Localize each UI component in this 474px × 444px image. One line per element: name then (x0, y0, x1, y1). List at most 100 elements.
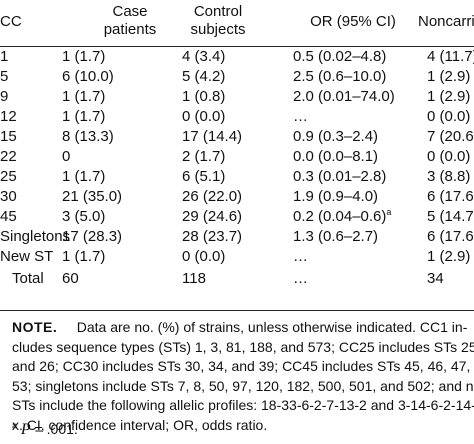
table-row: 15 8 (13.3) 17 (14.4) 0.9 (0.3–2.4) 7 (20.6) (0, 127, 474, 147)
cell-case-patients-text: 6 (10.0) (62, 68, 114, 85)
cell-control-subjects: 0 (0.0) (182, 107, 225, 127)
cell-control-subjects-text: 29 (24.6) (182, 208, 243, 225)
cell-noncarriers-text: 0 (0.0) (427, 148, 471, 165)
cell-control-subjects-text: 4 (3.4) (182, 48, 226, 65)
note-line: x. CI, confidence interval; OR, odds rat… (12, 416, 268, 433)
header-control-line1: Control (193, 3, 243, 20)
header-or: OR (95% CI) (310, 13, 396, 30)
cell-case-patients: 17 (28.3) (62, 227, 122, 247)
table-row: 9 1 (1.7) 1 (0.8) 2.0 (0.01–74.0) 1 (2.9) (0, 87, 474, 107)
cell-cc: 12 (0, 107, 17, 127)
cell-noncarriers: 34 (427, 269, 444, 289)
cell-noncarriers-text: 3 (8.8) (427, 168, 471, 185)
cell-or: 0.5 (0.02–4.8) (293, 47, 386, 67)
table-note: NOTE. Data are no. (%) of strains, unles… (12, 318, 474, 435)
cell-cc-text: 9 (0, 88, 9, 105)
cell-control-subjects: 118 (182, 269, 206, 289)
cell-cc: New ST (0, 247, 53, 267)
header-control-line2: subjects (190, 21, 246, 38)
cell-cc: 22 (0, 147, 17, 167)
cell-noncarriers: 1 (2.9) (427, 247, 470, 267)
cell-control-subjects: 5 (4.2) (182, 67, 225, 87)
cell-cc: 15 (0, 127, 17, 147)
cell-or: 0.0 (0.0–8.1) (293, 147, 378, 167)
cell-noncarriers: 6 (17.6) (427, 227, 474, 247)
note-label: NOTE. (12, 319, 58, 335)
cell-noncarriers-text: 6 (17.6) (427, 188, 474, 205)
footnote: a P = .001. (12, 420, 78, 439)
cell-cc-text: 12 (0, 108, 17, 125)
cell-or-text: 0.2 (0.04–0.6) (293, 208, 387, 225)
cell-noncarriers: 6 (17.6) (427, 187, 474, 207)
cell-cc-text: 1 (0, 48, 9, 65)
cell-noncarriers: 7 (20.6) (427, 127, 474, 147)
header-cc: CC (0, 13, 22, 30)
cell-cc: 45 (0, 207, 17, 227)
cell-noncarriers: 0 (0.0) (427, 147, 470, 167)
cell-cc: 1 (0, 47, 8, 67)
cell-control-subjects-text: 1 (0.8) (182, 88, 226, 105)
cell-or-text: … (293, 270, 308, 287)
footnote-p: P (20, 421, 31, 438)
table-bottom-rule (0, 310, 474, 311)
cell-case-patients: 8 (13.3) (62, 127, 114, 147)
cell-case-patients: 0 (62, 147, 70, 167)
cell-control-subjects-text: 2 (1.7) (182, 148, 226, 165)
cell-case-patients-text: 1 (1.7) (62, 168, 106, 185)
header-case-line1: Case (112, 3, 148, 20)
cell-case-patients-text: 1 (1.7) (62, 48, 106, 65)
cell-case-patients-text: 1 (1.7) (62, 108, 106, 125)
cell-control-subjects: 6 (5.1) (182, 167, 225, 187)
cell-noncarriers-text: 1 (2.9) (427, 248, 471, 265)
cell-case-patients-text: 8 (13.3) (62, 128, 114, 145)
cell-or: 0.9 (0.3–2.4) (293, 127, 378, 147)
cell-case-patients: 60 (62, 269, 79, 289)
cell-or-text: 2.0 (0.01–74.0) (293, 88, 395, 105)
cell-or: 0.3 (0.01–2.8) (293, 167, 386, 187)
cell-noncarriers: 5 (14.7) (427, 207, 474, 227)
cell-control-subjects-text: 26 (22.0) (182, 188, 243, 205)
cell-cc-text: 15 (0, 128, 17, 145)
cell-case-patients: 1 (1.7) (62, 47, 105, 67)
cell-cc-text: Total (12, 270, 44, 287)
cell-case-patients: 1 (1.7) (62, 167, 105, 187)
cell-noncarriers-text: 6 (17.6) (427, 228, 474, 245)
header-noncarriers: Noncarriers (418, 13, 474, 30)
footnote-marker: a (386, 207, 392, 217)
cell-or-text: 0.0 (0.0–8.1) (293, 148, 379, 165)
cell-cc-text: 45 (0, 208, 17, 225)
table-row: 1 1 (1.7) 4 (3.4) 0.5 (0.02–4.8) 4 (11.7) (0, 47, 474, 67)
cell-control-subjects: 0 (0.0) (182, 247, 225, 267)
cell-cc-text: 22 (0, 148, 17, 165)
cell-or-text: … (293, 248, 308, 265)
cell-control-subjects: 29 (24.6) (182, 207, 242, 227)
note-line: and 26; CC30 includes STs 30, 34, and 39… (12, 358, 474, 374)
cell-control-subjects-text: 6 (5.1) (182, 168, 226, 185)
cell-case-patients: 1 (1.7) (62, 107, 105, 127)
note-text: Data are no. (%) of strains, unless othe… (76, 319, 468, 335)
cell-control-subjects: 26 (22.0) (182, 187, 242, 207)
header-case-line2: patients (103, 21, 157, 38)
cell-noncarriers: 4 (11.7) (427, 47, 474, 67)
table-row: Singletons 17 (28.3) 28 (23.7) 1.3 (0.6–2.7… (0, 227, 474, 247)
cell-cc: 9 (0, 87, 8, 107)
cell-noncarriers: 0 (0.0) (427, 107, 470, 127)
table-row: 30 21 (35.0) 26 (22.0) 1.9 (0.9–4.0) 6 (17.6… (0, 187, 474, 207)
cell-or-text: … (293, 108, 308, 125)
cell-case-patients: 3 (5.0) (62, 207, 105, 227)
cell-cc: 5 (0, 67, 8, 87)
cell-noncarriers: 1 (2.9) (427, 67, 470, 87)
header-case-patients: Case patients (75, 3, 185, 39)
cell-or: 0.2 (0.04–0.6)a (293, 207, 391, 227)
cell-case-patients: 6 (10.0) (62, 67, 114, 87)
cell-case-patients: 1 (1.7) (62, 247, 105, 267)
table-row: New ST 1 (1.7) 0 (0.0) … 1 (2.9) (0, 247, 474, 267)
footnote-text: = .001. (30, 421, 78, 437)
cell-case-patients-text: 0 (62, 148, 71, 165)
cell-case-patients-text: 21 (35.0) (62, 188, 123, 205)
table-row: 22 0 2 (1.7) 0.0 (0.0–8.1) 0 (0.0) (0, 147, 474, 167)
cell-noncarriers-text: 1 (2.9) (427, 68, 471, 85)
cell-cc-text: 25 (0, 168, 17, 185)
cell-control-subjects-text: 0 (0.0) (182, 248, 226, 265)
